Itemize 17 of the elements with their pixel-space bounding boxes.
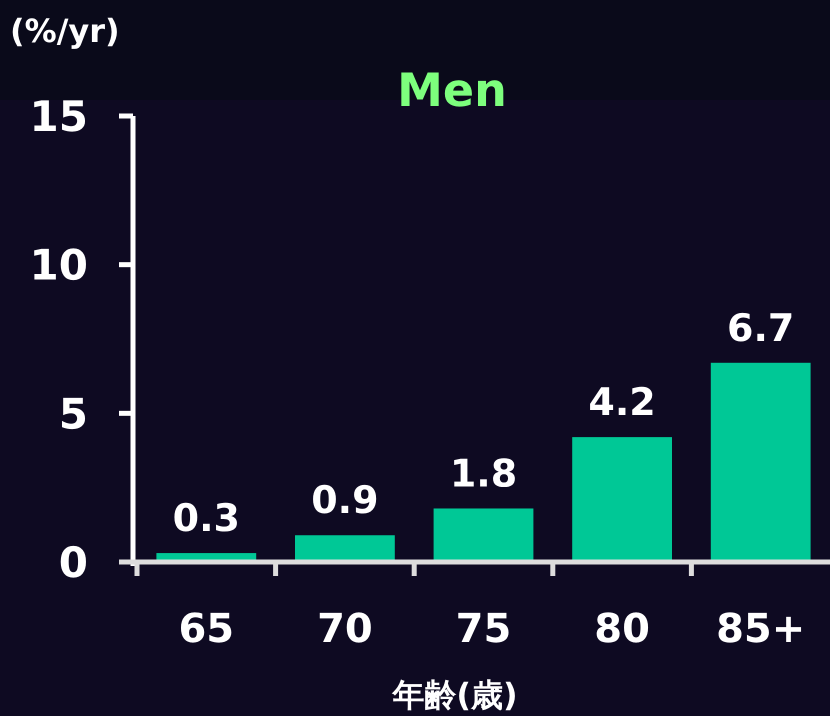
data-label: 0.3	[172, 496, 240, 540]
y-tick-label: 10	[30, 240, 88, 290]
x-tick-label: 70	[317, 606, 373, 652]
x-tick-label: 75	[456, 606, 512, 652]
y-tick-label: 15	[30, 92, 88, 141]
data-label: 6.7	[727, 306, 794, 350]
y-tick-label: 0	[58, 538, 88, 587]
x-tick-label: 65	[178, 606, 234, 652]
y-tick-label: 5	[58, 389, 88, 438]
y-axis-title: (%/yr)	[10, 12, 120, 50]
data-label: 1.8	[450, 451, 518, 496]
chart-title: Men	[397, 63, 507, 117]
x-axis-title: 年齢(歳)	[391, 676, 518, 714]
x-tick-label: 80	[594, 606, 650, 652]
data-label: 4.2	[588, 380, 656, 424]
data-label: 0.9	[311, 478, 379, 522]
x-tick-label: 85+	[716, 606, 806, 652]
